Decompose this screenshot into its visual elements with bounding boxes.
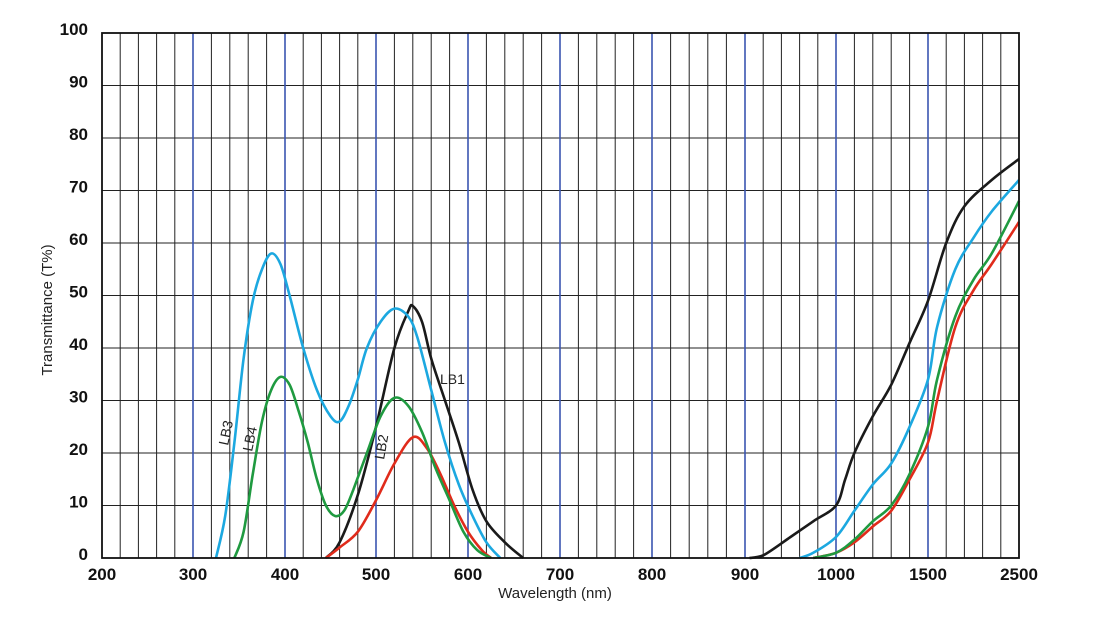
series-line-lb4: [233, 375, 492, 560]
y-tick-label: 80: [69, 125, 88, 144]
series-line-lb3: [799, 179, 1020, 560]
x-tick-label: 600: [454, 565, 482, 584]
y-tick-label: 10: [69, 493, 88, 512]
series-label-lb3: LB3: [215, 419, 236, 447]
y-tick-label: 40: [69, 335, 88, 354]
x-tick-label: 300: [179, 565, 207, 584]
series-label-lb4: LB4: [239, 425, 260, 453]
x-tick-labels: 200 300 400 500 600 700 800 900 1000 1500 2500: [88, 565, 1038, 584]
series-label-lb1: LB1: [440, 371, 465, 387]
series-lines: [214, 157, 1021, 560]
x-tick-label: 200: [88, 565, 116, 584]
series-labels: LB1 LB2 LB3 LB4: [215, 371, 465, 461]
x-tick-label: 700: [546, 565, 574, 584]
y-tick-label: 90: [69, 73, 88, 92]
y-tick-labels: 0 10 20 30 40 50 60 70 80 90 100: [60, 20, 88, 564]
y-tick-label: 100: [60, 20, 88, 39]
series-label-lb2: LB2: [371, 433, 391, 461]
x-tick-label: 500: [362, 565, 390, 584]
series-line-lb2: [812, 221, 1021, 560]
y-tick-label: 50: [69, 283, 88, 302]
x-axis-title: Wavelength (nm): [498, 585, 612, 602]
y-tick-label: 30: [69, 388, 88, 407]
minor-grid: [102, 33, 1019, 558]
y-tick-label: 0: [79, 545, 88, 564]
x-tick-label: 2500: [1000, 565, 1038, 584]
x-tick-label: 900: [731, 565, 759, 584]
y-tick-label: 60: [69, 230, 88, 249]
y-tick-label: 20: [69, 440, 88, 459]
y-axis-title: Transmittance (T%): [39, 244, 56, 375]
x-tick-label: 400: [271, 565, 299, 584]
y-tick-label: 70: [69, 178, 88, 197]
series-line-lb4: [812, 200, 1021, 560]
plot-frame: [101, 32, 1020, 559]
major-grid: [192, 33, 929, 558]
series-line-lb2: [325, 435, 492, 560]
x-tick-label: 1500: [909, 565, 947, 584]
series-line-lb1: [324, 303, 525, 559]
x-tick-label: 1000: [817, 565, 855, 584]
x-tick-label: 800: [638, 565, 666, 584]
series-line-lb1: [749, 157, 1020, 560]
series-line-lb3: [214, 252, 502, 559]
